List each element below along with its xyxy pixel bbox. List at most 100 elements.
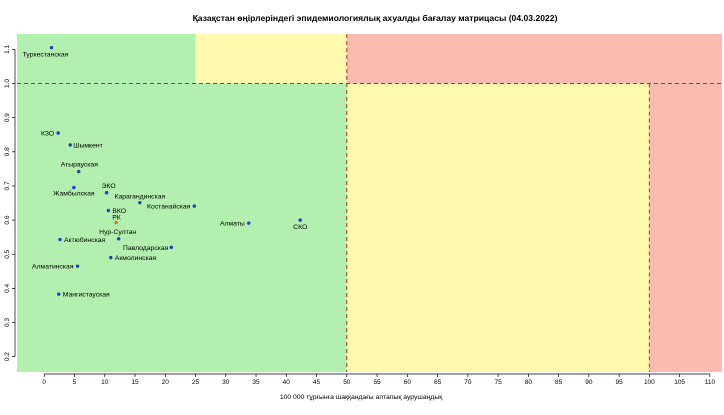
zone-0 (17, 34, 196, 84)
point-label-5: Жамбылская (53, 190, 95, 198)
x-axis-label: 100 000 тұрғынға шаққандағы аптапық ауру… (280, 394, 442, 401)
data-points: Туркестанская КЗО Шымкент Атырауская ЭКО Жамб… (23, 45, 307, 299)
y-tick-label-8: 1.0 (4, 79, 11, 88)
point-label-7: Костанайская (147, 203, 191, 211)
risk-zones (17, 34, 722, 372)
point-marker-4 (104, 191, 109, 195)
y-tick-label-5: 0.7 (4, 181, 11, 190)
data-point-10: Алматы (220, 221, 251, 228)
data-point-12: Нур-Султан (99, 229, 136, 241)
point-marker-0 (49, 45, 54, 50)
point-label-2: Шымкент (73, 142, 102, 149)
x-tick-label-15: 75 (494, 379, 502, 386)
data-point-14: Павлодарская (123, 245, 174, 252)
point-label-4: ЭКО (102, 183, 116, 190)
data-point-4: ЭКО (102, 183, 116, 195)
point-label-10: Алматы (220, 221, 245, 228)
point-marker-1 (56, 131, 60, 135)
zone-4 (346, 83, 650, 372)
zone-1 (195, 34, 347, 84)
point-label-14: Павлодарская (123, 245, 169, 252)
point-label-16: Алматинская (32, 264, 74, 271)
point-label-1: КЗО (41, 131, 54, 138)
y-tick-label-1: 0.3 (4, 318, 11, 327)
x-tick-label-11: 55 (373, 379, 381, 386)
x-tick-label-12: 60 (404, 379, 412, 386)
point-marker-15 (109, 255, 113, 260)
point-label-0: Туркестанская (23, 52, 69, 59)
x-tick-label-6: 30 (222, 379, 230, 386)
point-label-12: Нур-Султан (99, 229, 136, 236)
data-point-17: Мангистауская (57, 292, 110, 299)
chart-title: Қазақстан өңірлеріндегі эпидемиологиялық… (193, 13, 558, 23)
x-tick-label-2: 10 (101, 379, 109, 386)
data-point-0: Туркестанская (23, 45, 69, 59)
point-label-9: РК (112, 214, 121, 221)
x-tick-label-3: 15 (131, 379, 139, 386)
y-tick-label-0: 0.2 (4, 352, 11, 361)
x-tick-label-17: 85 (555, 379, 563, 386)
data-point-5: Жамбылская (53, 185, 95, 198)
x-tick-label-4: 20 (162, 379, 170, 386)
data-point-1: КЗО (41, 131, 60, 138)
point-marker-5 (72, 185, 76, 190)
point-marker-2 (68, 143, 72, 147)
y-tick-label-4: 0.6 (4, 215, 11, 224)
y-tick-label-3: 0.5 (4, 249, 11, 258)
data-point-11: СКО (293, 218, 307, 231)
point-marker-3 (77, 169, 81, 174)
y-tick-label-2: 0.4 (4, 283, 11, 292)
x-tick-label-14: 70 (464, 379, 472, 386)
point-marker-9 (114, 220, 118, 225)
point-label-11: СКО (293, 224, 307, 231)
y-tick-label-6: 0.8 (4, 147, 11, 156)
point-label-6: Карагандинская (115, 194, 166, 201)
x-tick-label-7: 35 (252, 379, 260, 386)
x-tick-label-8: 40 (283, 379, 291, 386)
point-marker-14 (169, 245, 174, 250)
point-marker-16 (75, 264, 80, 268)
zone-2 (346, 34, 722, 84)
x-tick-label-21: 105 (674, 379, 685, 386)
threshold-lines (17, 34, 722, 372)
data-point-9: РК (112, 214, 121, 225)
x-tick-label-20: 100 (644, 379, 655, 386)
point-label-8: ВКО (112, 208, 126, 215)
point-marker-6 (138, 200, 142, 205)
data-point-13: Актюбинская (58, 236, 106, 244)
y-tick-label-7: 0.9 (4, 113, 11, 122)
x-tick-label-16: 80 (525, 379, 533, 386)
point-marker-8 (106, 208, 111, 213)
data-point-3: Атырауская (61, 162, 98, 174)
point-marker-11 (298, 218, 302, 222)
x-tick-label-5: 25 (192, 379, 200, 386)
data-point-8: ВКО (106, 208, 126, 215)
zone-3 (17, 83, 347, 372)
axes: 0 5 10 15 20 25 30 35 40 45 50 55 60 65 70 75 80 85 90 95 10… (4, 44, 715, 386)
data-point-15: Акмолинская (109, 255, 156, 262)
zone-5 (649, 83, 722, 372)
point-marker-10 (247, 221, 251, 225)
x-tick-label-10: 50 (343, 379, 351, 386)
data-point-16: Алматинская (32, 264, 80, 271)
point-label-17: Мангистауская (63, 292, 110, 299)
point-label-15: Акмолинская (115, 255, 157, 262)
point-label-3: Атырауская (61, 162, 98, 169)
point-label-13: Актюбинская (64, 236, 106, 244)
point-marker-13 (58, 237, 62, 242)
x-tick-label-9: 45 (313, 379, 321, 386)
data-point-2: Шымкент (68, 142, 103, 149)
x-tick-label-19: 95 (616, 379, 624, 386)
data-point-6: Карагандинская (115, 194, 166, 205)
data-point-7: Костанайская (147, 203, 197, 211)
point-marker-12 (116, 237, 121, 241)
x-tick-label-22: 110 (705, 379, 716, 386)
point-marker-17 (57, 292, 61, 296)
x-tick-label-1: 5 (73, 379, 77, 386)
x-tick-label-18: 90 (585, 379, 593, 386)
x-tick-label-13: 65 (434, 379, 442, 386)
y-tick-label-9: 1.1 (4, 44, 11, 53)
x-tick-label-0: 0 (42, 379, 46, 386)
